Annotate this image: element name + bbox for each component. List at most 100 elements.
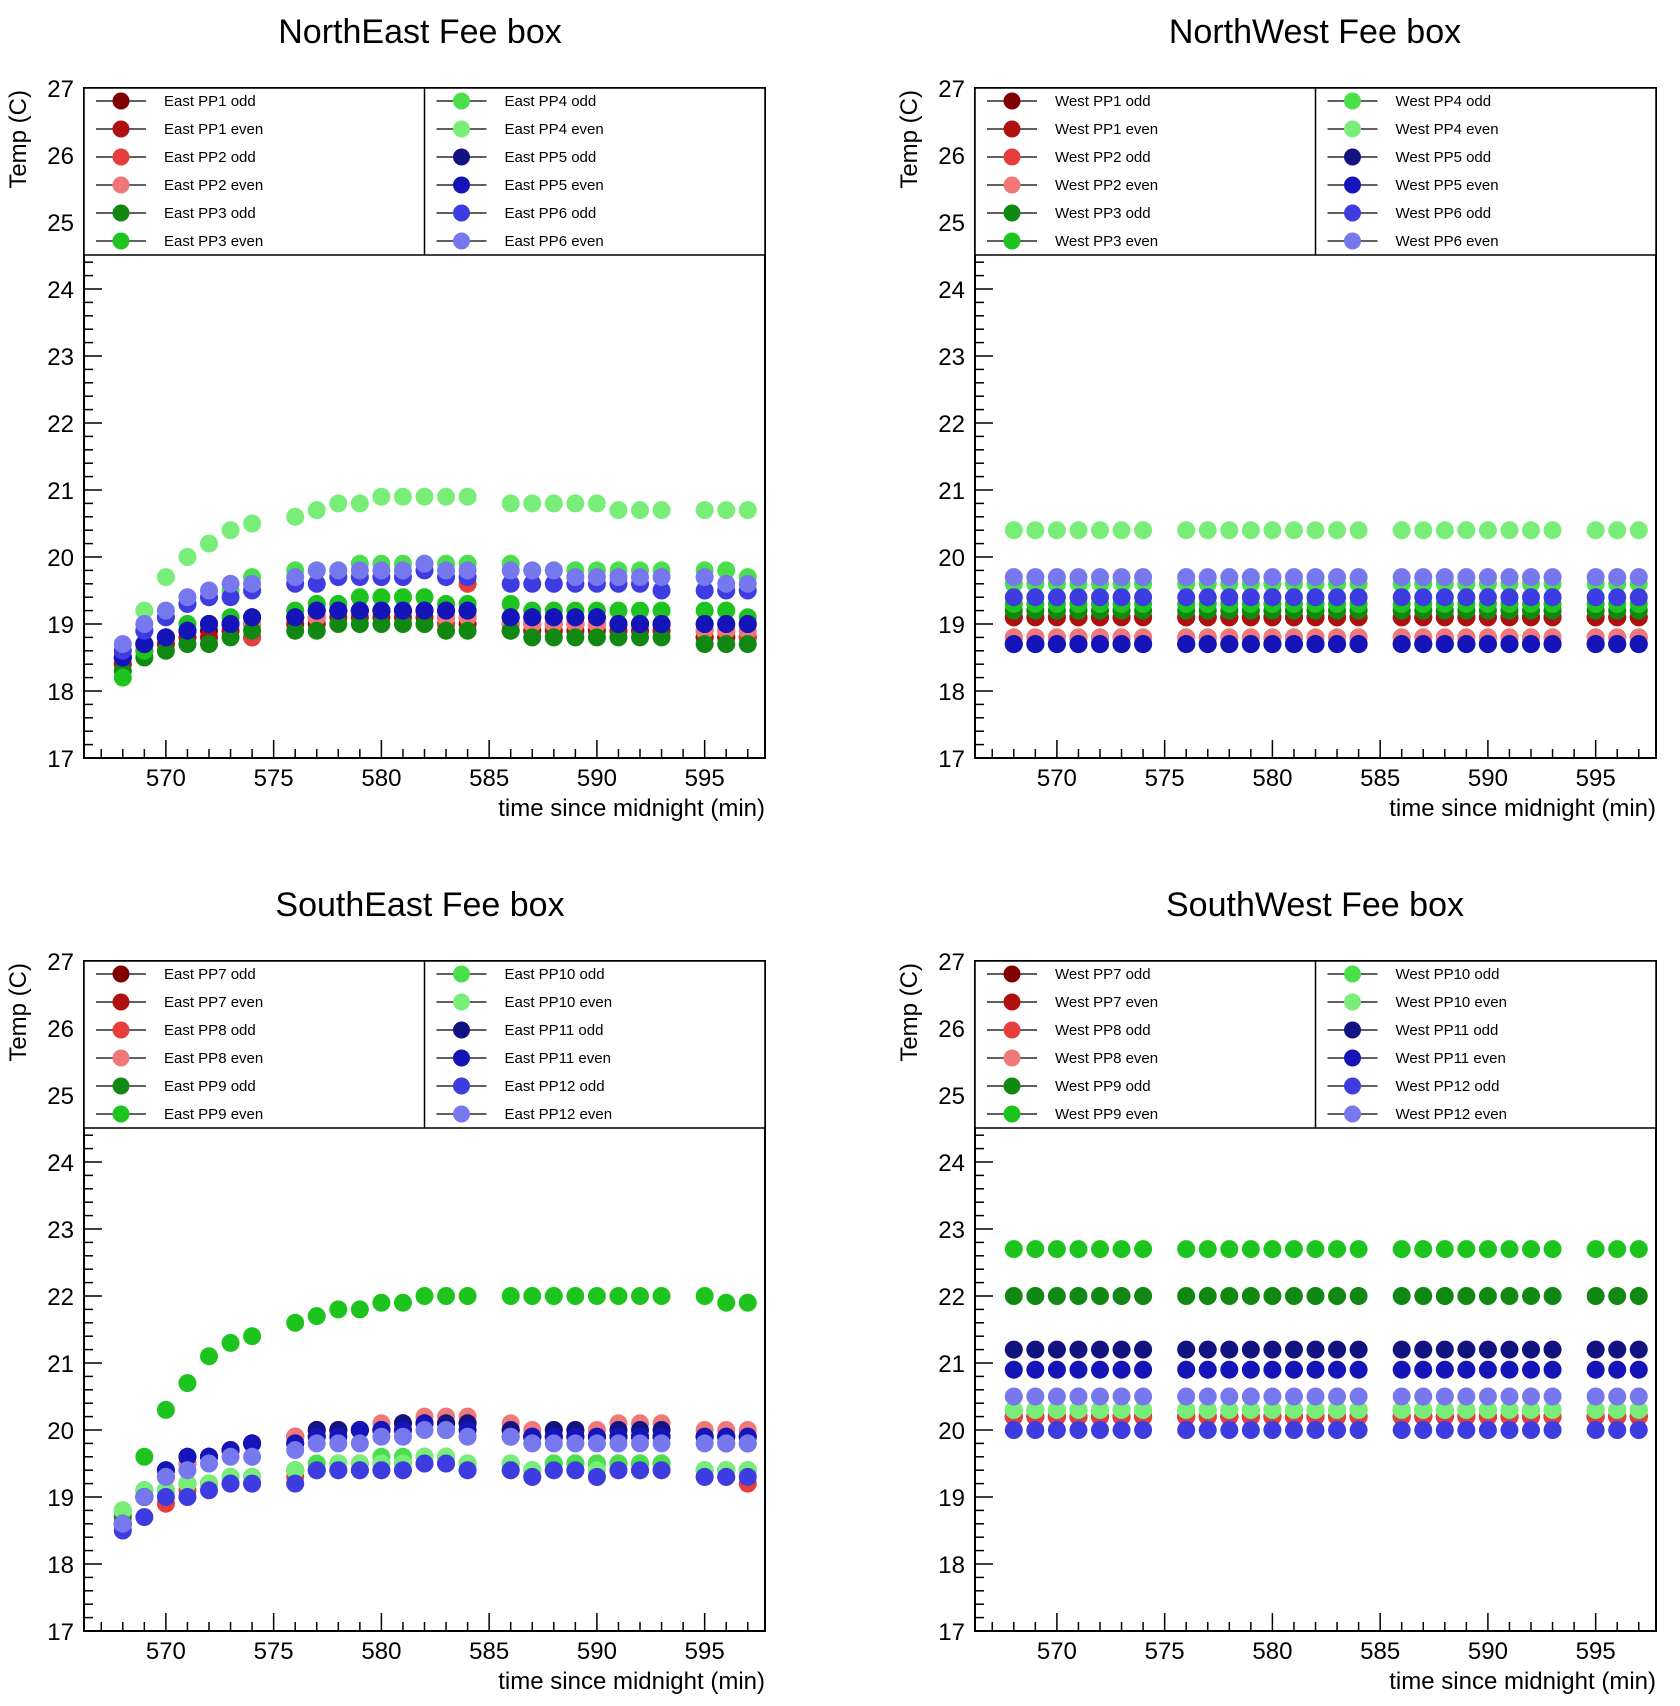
data-point <box>286 621 305 640</box>
y-tick-label: 27 <box>938 949 965 976</box>
y-tick-label: 22 <box>47 1284 74 1311</box>
legend-label: East PP4 even <box>505 121 604 138</box>
data-point <box>1263 1340 1282 1359</box>
data-point <box>1608 1400 1627 1419</box>
data-point <box>523 1287 542 1305</box>
legend-entry: East PP3 even <box>96 232 263 250</box>
x-tick-label: 575 <box>254 1638 294 1665</box>
data-point <box>1090 1340 1109 1359</box>
legend-entry: East PP3 odd <box>96 204 256 222</box>
x-tick-label: 590 <box>577 765 617 792</box>
data-point <box>372 1293 391 1312</box>
data-points <box>1004 1240 1648 1439</box>
y-tick-label: 27 <box>47 76 74 103</box>
data-point <box>1134 1340 1153 1359</box>
data-point <box>113 1501 132 1520</box>
data-point <box>1134 1240 1153 1259</box>
x-axis-label: time since midnight (min) <box>498 1668 765 1695</box>
data-point <box>1478 588 1497 607</box>
x-tick-label: 570 <box>146 1638 186 1665</box>
data-point <box>178 635 197 654</box>
data-point <box>329 601 348 620</box>
data-point <box>1220 568 1239 587</box>
data-point <box>286 568 305 587</box>
legend-label: East PP11 even <box>505 1050 611 1067</box>
data-point <box>1435 521 1454 540</box>
data-point <box>1177 588 1196 607</box>
data-point <box>1522 1287 1541 1305</box>
legend-entry: West PP8 even <box>987 1049 1158 1067</box>
data-point <box>350 601 369 620</box>
x-tick-label: 590 <box>1468 1638 1508 1665</box>
x-axis-label: time since midnight (min) <box>1389 795 1656 822</box>
legend-marker <box>453 148 470 166</box>
data-point <box>156 1400 175 1419</box>
legend-marker <box>1003 1021 1021 1039</box>
legend-label: West PP10 even <box>1396 994 1507 1011</box>
data-point <box>350 561 369 580</box>
y-tick-label: 23 <box>938 1217 965 1244</box>
data-point <box>1435 1421 1454 1439</box>
data-point <box>1500 1287 1519 1305</box>
data-point <box>1198 1287 1217 1305</box>
legend-entry: West PP2 odd <box>987 148 1151 166</box>
legend-entry: East PP9 odd <box>96 1077 256 1095</box>
data-point <box>113 1514 132 1533</box>
data-point <box>135 601 154 620</box>
data-point <box>458 487 477 506</box>
data-point <box>1543 1400 1562 1419</box>
data-point <box>1608 1340 1627 1359</box>
data-point <box>1241 568 1260 587</box>
data-point <box>372 588 391 607</box>
data-point <box>415 1454 434 1473</box>
legend-entry: East PP2 even <box>96 176 263 194</box>
y-tick-label: 27 <box>938 76 965 103</box>
data-point <box>156 568 175 587</box>
data-point <box>1263 1421 1282 1439</box>
data-point <box>1004 1240 1023 1259</box>
chart-title: NorthWest Fee box <box>1169 13 1461 51</box>
data-point <box>1090 1400 1109 1419</box>
data-point <box>609 568 628 587</box>
data-point <box>1112 635 1131 654</box>
data-point <box>1543 588 1562 607</box>
data-point <box>350 494 369 513</box>
data-point <box>1047 1360 1066 1379</box>
data-point <box>717 574 736 593</box>
legend-entry: West PP1 odd <box>987 92 1151 110</box>
legend-entry: West PP9 even <box>987 1105 1158 1123</box>
legend-marker <box>112 1021 130 1039</box>
data-point <box>1328 1340 1347 1359</box>
data-point <box>566 568 585 587</box>
data-point <box>1069 521 1088 540</box>
data-point <box>587 1434 606 1453</box>
data-point <box>1435 1360 1454 1379</box>
data-point <box>221 1447 240 1466</box>
data-point <box>307 601 326 620</box>
legend-entry: East PP6 odd <box>436 204 596 222</box>
data-point <box>1284 1340 1303 1359</box>
data-point <box>1220 1240 1239 1259</box>
data-point <box>695 615 714 633</box>
data-point <box>1608 568 1627 587</box>
data-point <box>1328 568 1347 587</box>
data-point <box>1586 1400 1605 1419</box>
legend-marker <box>1344 92 1361 110</box>
legend-label: West PP8 even <box>1055 1050 1158 1067</box>
data-point <box>199 635 218 654</box>
data-point <box>1177 1400 1196 1419</box>
data-point <box>1435 635 1454 654</box>
data-point <box>1478 1240 1497 1259</box>
legend-label: East PP2 odd <box>164 149 256 166</box>
legend-label: West PP1 odd <box>1055 93 1151 110</box>
y-tick-label: 23 <box>47 344 74 371</box>
legend-label: West PP12 even <box>1396 1106 1507 1123</box>
data-point <box>350 588 369 607</box>
data-point <box>1608 1287 1627 1305</box>
data-points <box>113 487 757 687</box>
data-point <box>1586 1360 1605 1379</box>
data-point <box>738 635 757 654</box>
data-point <box>1349 1287 1368 1305</box>
data-point <box>1349 521 1368 540</box>
y-tick-label: 22 <box>47 411 74 438</box>
